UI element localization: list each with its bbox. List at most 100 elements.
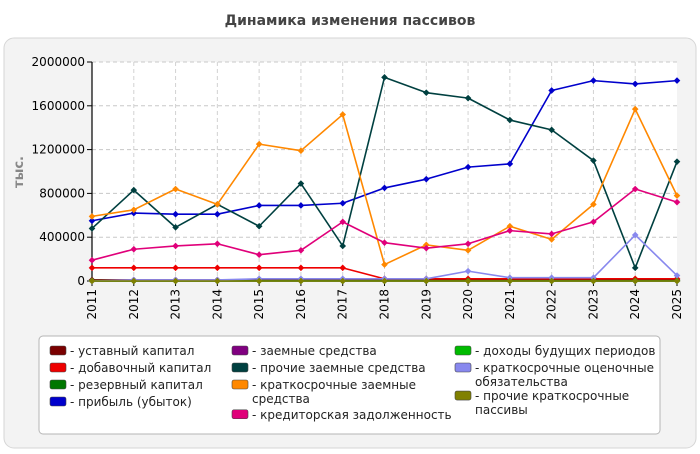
legend-item: - краткосрочные оценочные обязательства bbox=[454, 361, 654, 389]
data-point bbox=[297, 247, 305, 254]
legend-label: - краткосрочные заемные средства bbox=[252, 378, 416, 406]
data-point bbox=[130, 245, 138, 253]
y-tick-label: 400000 bbox=[39, 230, 85, 244]
data-point bbox=[464, 163, 472, 171]
data-point bbox=[255, 264, 263, 272]
x-tick-label: 2011 bbox=[85, 289, 99, 320]
legend-box bbox=[38, 335, 661, 435]
y-tick-label: 800000 bbox=[39, 186, 85, 200]
data-point bbox=[673, 192, 681, 199]
legend-item: - прочие заемные средства bbox=[231, 361, 426, 375]
x-tick-label: 2014 bbox=[210, 289, 224, 320]
legend-item: - прочие краткосрочные пассивы bbox=[454, 389, 629, 417]
data-point bbox=[548, 126, 555, 134]
data-point bbox=[214, 240, 221, 248]
legend-item: - краткосрочные заемные средства bbox=[231, 378, 416, 406]
data-point bbox=[214, 277, 221, 285]
data-point bbox=[339, 111, 347, 118]
series-7 bbox=[88, 185, 681, 264]
x-tick-label: 2013 bbox=[169, 289, 183, 320]
data-point bbox=[464, 94, 472, 102]
series-10 bbox=[88, 277, 681, 285]
data-point bbox=[673, 198, 681, 206]
legend-item: - уставный капитал bbox=[49, 344, 194, 358]
data-point bbox=[339, 242, 347, 250]
data-point bbox=[214, 210, 221, 218]
data-point bbox=[214, 201, 221, 208]
data-point bbox=[172, 277, 179, 285]
data-point bbox=[172, 185, 179, 193]
data-point bbox=[88, 213, 96, 220]
legend-label: - прибыль (убыток) bbox=[70, 395, 192, 409]
data-point bbox=[464, 277, 472, 285]
data-point bbox=[255, 140, 263, 148]
x-tick-label: 2024 bbox=[628, 289, 642, 320]
data-point bbox=[88, 217, 96, 225]
legend-label: - кредиторская задолженность bbox=[252, 408, 452, 422]
legend-label: - прочие краткосрочные пассивы bbox=[475, 389, 629, 417]
data-point bbox=[297, 277, 305, 285]
legend-swatch bbox=[454, 362, 472, 373]
data-point bbox=[422, 277, 430, 285]
data-point bbox=[673, 77, 681, 84]
series-lines bbox=[88, 74, 681, 285]
data-point bbox=[88, 277, 96, 285]
data-point bbox=[506, 116, 514, 124]
data-point bbox=[548, 277, 555, 285]
legend-label: - заемные средства bbox=[252, 344, 377, 358]
data-point bbox=[631, 185, 639, 193]
data-point bbox=[506, 227, 514, 234]
legend-swatch bbox=[49, 396, 67, 407]
data-point bbox=[548, 230, 555, 238]
legend-item: - заемные средства bbox=[231, 344, 377, 358]
legend-item: - кредиторская задолженность bbox=[231, 408, 452, 422]
data-point bbox=[381, 74, 388, 81]
data-point bbox=[673, 158, 681, 165]
data-point bbox=[130, 277, 138, 285]
data-point bbox=[590, 201, 597, 208]
y-tick-label: 0 bbox=[77, 274, 85, 288]
x-tick-label: 2025 bbox=[670, 289, 684, 320]
data-point bbox=[297, 180, 305, 187]
data-point bbox=[172, 210, 179, 218]
data-point bbox=[255, 202, 263, 209]
x-tick-label: 2015 bbox=[252, 289, 266, 320]
legend-swatch bbox=[231, 362, 249, 373]
data-point bbox=[130, 186, 138, 194]
chart-title: Динамика изменения пассивов bbox=[225, 13, 476, 29]
data-point bbox=[590, 218, 597, 226]
data-point bbox=[381, 239, 388, 246]
data-point bbox=[548, 87, 555, 94]
legend-swatch bbox=[49, 379, 67, 390]
data-point bbox=[339, 199, 347, 207]
data-point bbox=[172, 242, 179, 250]
data-point bbox=[506, 160, 514, 168]
x-tick-label: 2018 bbox=[378, 289, 392, 320]
x-tick-label: 2017 bbox=[336, 289, 350, 320]
y-axis-label: тыс. bbox=[12, 156, 27, 188]
data-point bbox=[214, 264, 221, 272]
x-tick-label: 2019 bbox=[419, 289, 433, 320]
data-point bbox=[381, 261, 388, 268]
data-point bbox=[88, 256, 96, 264]
data-point bbox=[172, 264, 179, 272]
series-6 bbox=[88, 105, 681, 268]
legend-swatch bbox=[454, 345, 472, 356]
legend-item: - доходы будущих периодов bbox=[454, 344, 655, 358]
data-point bbox=[381, 277, 388, 285]
x-tick-label: 2021 bbox=[503, 289, 517, 320]
data-point bbox=[339, 264, 347, 272]
data-point bbox=[631, 231, 639, 239]
legend-swatch bbox=[49, 345, 67, 356]
legend-label: - прочие заемные средства bbox=[252, 361, 426, 375]
data-point bbox=[255, 251, 263, 259]
legend-swatch bbox=[231, 345, 249, 356]
y-tick-label: 1200000 bbox=[32, 143, 85, 157]
data-point bbox=[590, 77, 597, 84]
data-point bbox=[464, 267, 472, 275]
legend-item: - резервный капитал bbox=[49, 378, 203, 392]
y-tick-label: 2000000 bbox=[32, 55, 85, 69]
data-point bbox=[631, 264, 639, 272]
legend-item: - добавочный капитал bbox=[49, 361, 211, 375]
y-tick-label: 1600000 bbox=[32, 99, 85, 113]
